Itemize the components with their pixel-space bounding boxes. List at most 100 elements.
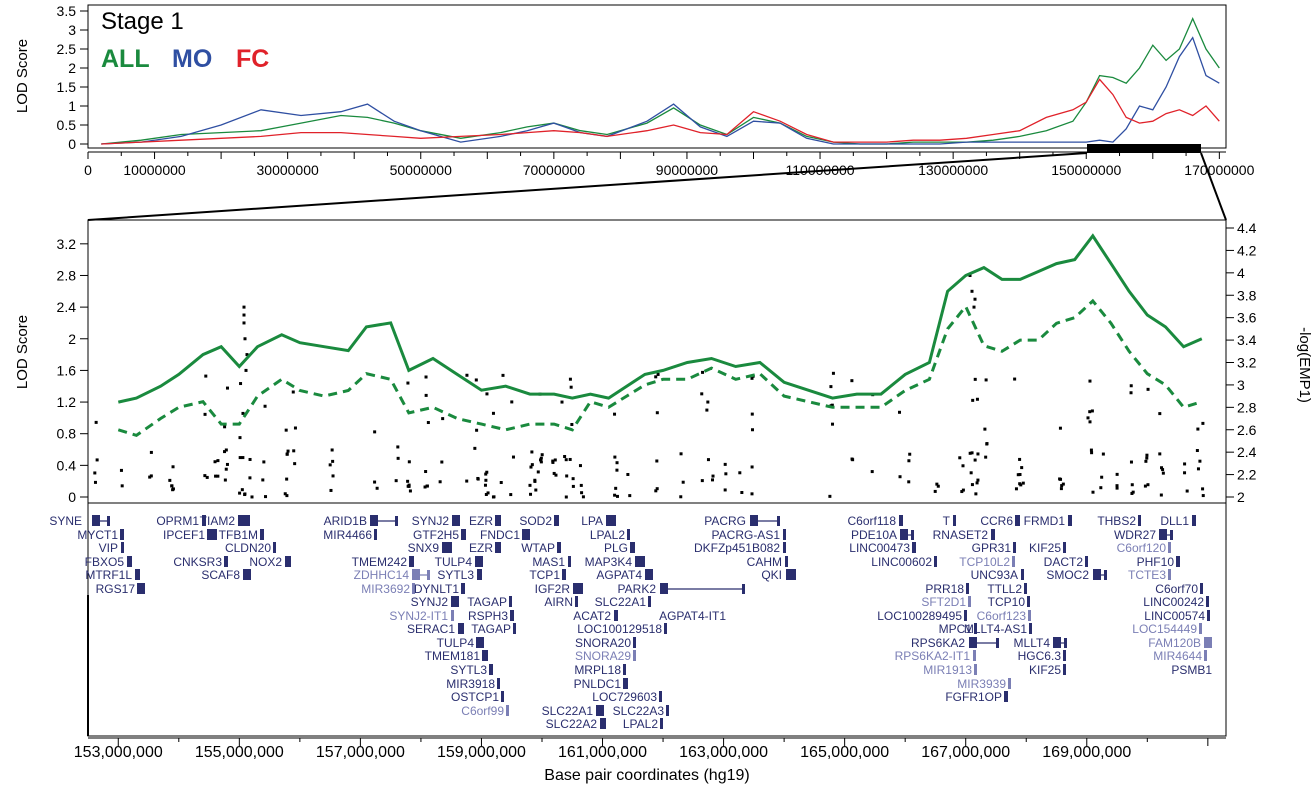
gene-block bbox=[964, 610, 967, 621]
gene-label: FAM120B bbox=[1148, 636, 1201, 650]
bottom-y2tick-label: 3 bbox=[1237, 377, 1245, 393]
snp-point bbox=[291, 390, 295, 394]
snp-point bbox=[626, 472, 630, 476]
top-xtick-label: 10000000 bbox=[123, 162, 186, 178]
bottom-ylabel-right: -log(EMP1) bbox=[1296, 327, 1313, 403]
snp-point bbox=[262, 460, 266, 464]
snp-point bbox=[261, 478, 265, 482]
gene-label: LOC100129518 bbox=[577, 622, 662, 636]
snp-point bbox=[540, 453, 544, 457]
gene-label: SNORA20 bbox=[575, 636, 631, 650]
gene-block bbox=[623, 678, 628, 689]
bottom-y2tick-label: 4.4 bbox=[1237, 220, 1257, 236]
gene-label: SMOC2 bbox=[1046, 568, 1089, 582]
gene-block bbox=[202, 515, 206, 526]
gene-block bbox=[785, 556, 788, 567]
gene-block bbox=[934, 556, 937, 567]
legend-fc: FC bbox=[236, 45, 269, 73]
top-series bbox=[101, 16, 1220, 145]
snp-point bbox=[970, 451, 974, 455]
gene-label: CCR6 bbox=[980, 514, 1013, 528]
gene-label: MIR4644 bbox=[1153, 649, 1202, 663]
gene-exon bbox=[370, 515, 378, 526]
snp-point bbox=[655, 459, 659, 463]
bottom-line-emp1-dashed bbox=[117, 298, 1203, 438]
zoom-region-bar bbox=[1087, 144, 1201, 153]
snp-point bbox=[239, 382, 243, 386]
gene-block bbox=[476, 637, 484, 648]
gene-block bbox=[495, 515, 501, 526]
gene-label: SYNE bbox=[49, 514, 82, 528]
snp-point bbox=[740, 491, 744, 495]
gene-block bbox=[1200, 583, 1203, 594]
gene-label: MIR3692 bbox=[361, 582, 410, 596]
gene-exon bbox=[660, 583, 668, 594]
gene-label: TULP4 bbox=[435, 555, 473, 569]
gene-label: DKFZp451B082 bbox=[694, 541, 780, 555]
snp-point bbox=[1145, 453, 1149, 457]
snp-point bbox=[1115, 484, 1119, 488]
gene-block bbox=[477, 569, 482, 580]
gene-label: EZR bbox=[469, 514, 493, 528]
top-xtick-label: 0 bbox=[84, 162, 92, 178]
bottom-xaxis: 153,000,000 155,000,000 157,000,000 159,000… bbox=[74, 737, 1226, 761]
gene-label: LINC00602 bbox=[871, 555, 932, 569]
gene-block bbox=[666, 705, 669, 716]
snp-point bbox=[483, 483, 487, 487]
gene-block bbox=[1168, 569, 1171, 580]
gene-label: TMEM242 bbox=[352, 555, 408, 569]
gene-block bbox=[495, 542, 501, 553]
snp-point bbox=[528, 483, 532, 487]
snp-point bbox=[1195, 449, 1199, 453]
gene-label: MPC1 bbox=[939, 622, 973, 636]
gene-block bbox=[522, 529, 530, 540]
gene-label: MIR3939 bbox=[957, 677, 1006, 691]
gene-block bbox=[974, 623, 977, 634]
snp-point bbox=[1161, 471, 1165, 475]
gene-label: MYCT1 bbox=[77, 528, 118, 542]
gene-block bbox=[1176, 556, 1180, 567]
gene-label: LOC729603 bbox=[592, 690, 657, 704]
snp-point bbox=[484, 472, 488, 476]
gene-label: KIF25 bbox=[1029, 663, 1061, 677]
snp-point bbox=[224, 467, 228, 471]
snp-point bbox=[831, 422, 835, 426]
gene-label: PACRG-AS1 bbox=[712, 528, 781, 542]
gene-label: T bbox=[943, 514, 951, 528]
snp-point bbox=[563, 454, 567, 458]
gene-block bbox=[1063, 664, 1066, 675]
snp-point bbox=[423, 485, 427, 489]
snp-point bbox=[970, 289, 974, 293]
snp-point bbox=[750, 376, 754, 380]
gene-label: TTLL2 bbox=[987, 582, 1022, 596]
snp-point bbox=[248, 457, 252, 461]
gene-label: LPA bbox=[581, 514, 603, 528]
snp-point bbox=[529, 465, 533, 469]
bottom-xlabel: Base pair coordinates (hg19) bbox=[544, 767, 749, 784]
snp-point bbox=[553, 458, 557, 462]
snp-point bbox=[1196, 427, 1200, 431]
snp-point bbox=[1018, 457, 1022, 461]
bottom-y2tick-label: 2.6 bbox=[1237, 422, 1257, 438]
top-line-mo bbox=[101, 36, 1220, 145]
snp-point bbox=[984, 455, 988, 459]
gene-label: FBXO5 bbox=[85, 555, 125, 569]
snp-point bbox=[213, 460, 217, 464]
gene-label: PNLDC1 bbox=[574, 677, 622, 691]
gene-block bbox=[968, 596, 971, 607]
gene-label: PDE10A bbox=[851, 528, 897, 542]
top-yaxis: 3.5 3 2.5 2 1.5 1 0.5 0 bbox=[57, 3, 88, 152]
gene-block bbox=[664, 623, 667, 634]
gene-label: LPAL2 bbox=[590, 528, 625, 542]
snp-point bbox=[1059, 487, 1063, 491]
top-xtick-label: 30000000 bbox=[257, 162, 320, 178]
gene-label: IGF2R bbox=[535, 582, 571, 596]
gene-label: ARID1B bbox=[324, 514, 367, 528]
bottom-y2tick-label: 3.2 bbox=[1237, 355, 1257, 371]
snp-point bbox=[205, 475, 209, 479]
gene-block bbox=[1029, 623, 1032, 634]
snp-point bbox=[485, 470, 489, 474]
snp-point bbox=[829, 385, 833, 389]
snp-point bbox=[723, 462, 727, 466]
